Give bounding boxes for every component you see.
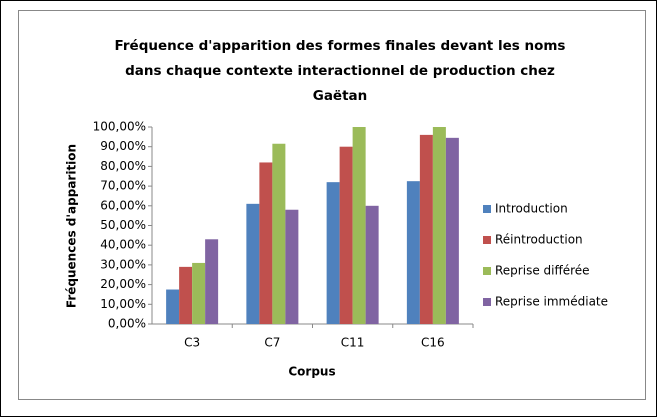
legend-label: Réintroduction <box>495 233 583 247</box>
y-axis-label: Fréquences d'apparition <box>65 144 79 308</box>
y-tick-label: 40,00% <box>100 238 146 252</box>
x-tick-label: C3 <box>184 336 200 350</box>
legend-swatch <box>483 298 491 306</box>
x-tick-label: C11 <box>341 336 365 350</box>
bar <box>365 205 379 324</box>
bar <box>166 289 180 324</box>
bar <box>285 209 299 324</box>
bar <box>326 182 340 324</box>
y-tick-label: 80,00% <box>100 159 146 173</box>
y-tick-label: 20,00% <box>100 277 146 291</box>
legend-label: Introduction <box>495 202 568 216</box>
y-tick-label: 90,00% <box>100 139 146 153</box>
y-tick-label: 70,00% <box>100 179 146 193</box>
bar <box>259 162 273 324</box>
bar <box>406 181 420 324</box>
y-tick-label: 10,00% <box>100 297 146 311</box>
legend-swatch <box>483 205 491 213</box>
bar <box>432 127 446 324</box>
bar <box>179 266 193 324</box>
bar <box>339 146 353 324</box>
legend-swatch <box>483 267 491 275</box>
bar <box>419 134 433 324</box>
bar <box>352 127 366 324</box>
chart-title: Fréquence d'apparition des formes finale… <box>115 38 566 54</box>
legend-swatch <box>483 236 491 244</box>
bar <box>205 239 219 324</box>
y-tick-label: 50,00% <box>100 218 146 232</box>
y-tick-label: 0,00% <box>108 317 146 331</box>
y-tick-label: 60,00% <box>100 198 146 212</box>
chart-title: Gaëtan <box>313 88 368 104</box>
bar <box>272 143 286 324</box>
x-tick-label: C16 <box>421 336 445 350</box>
x-axis-label: Corpus <box>288 365 335 379</box>
bar <box>246 203 260 324</box>
y-tick-label: 100,00% <box>93 120 146 134</box>
bar <box>192 262 206 324</box>
x-tick-label: C7 <box>264 336 280 350</box>
legend-label: Reprise immédiate <box>495 295 608 309</box>
chart-title: dans chaque contexte interactionnel de p… <box>125 63 555 79</box>
bar <box>445 137 459 324</box>
legend-label: Reprise différée <box>495 264 590 278</box>
y-tick-label: 30,00% <box>100 257 146 271</box>
